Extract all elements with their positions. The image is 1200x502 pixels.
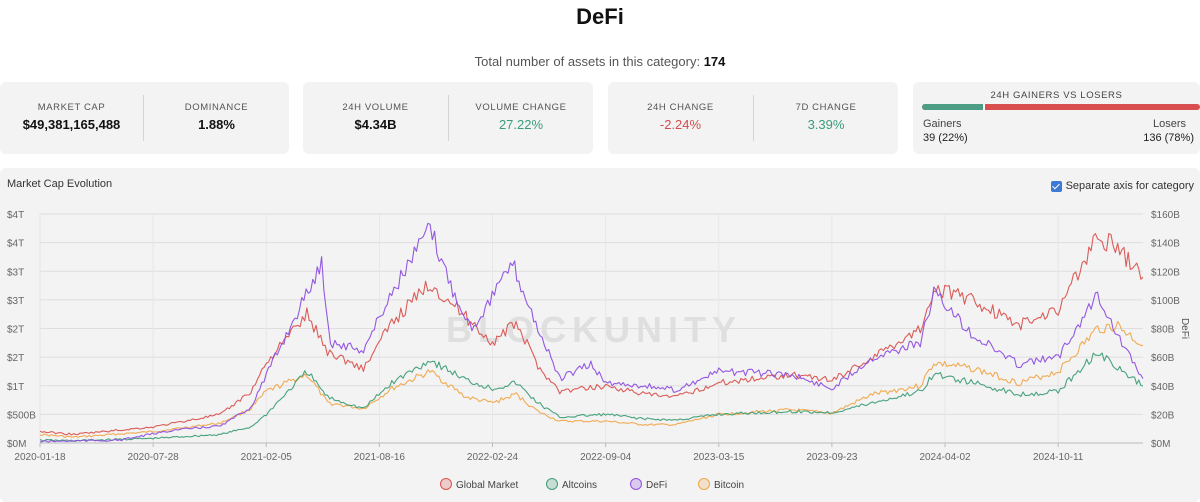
separate-axis-checkbox[interactable]: [1050, 180, 1062, 192]
separate-axis-toggle[interactable]: Separate axis for category: [1050, 180, 1194, 192]
divider: [448, 95, 449, 141]
volume-card: 24H VOLUME $4.34B VOLUME CHANGE 27.22%: [303, 82, 593, 154]
losers-label: Losers: [1152, 118, 1186, 130]
chart-panel: Market Cap Evolution Separate axis for c…: [0, 168, 1200, 502]
bar-gap: [983, 104, 985, 110]
change-24h-value: -2.24%: [659, 117, 702, 132]
separate-axis-label: Separate axis for category: [1065, 180, 1194, 192]
volume-stat: 24H VOLUME $4.34B: [303, 82, 448, 154]
page-title: DeFi: [576, 4, 624, 29]
assets-count-text: Total number of assets in this category:…: [0, 54, 1200, 69]
dominance-value: 1.88%: [198, 117, 235, 132]
change-7d-value: 3.39%: [807, 117, 845, 132]
divider: [753, 95, 754, 141]
gainers-losers-title: 24H GAINERS VS LOSERS: [990, 90, 1123, 101]
assets-label: Total number of assets in this category:: [474, 54, 701, 69]
volume-value: $4.34B: [354, 117, 397, 132]
gainers-losers-bar: [922, 104, 1200, 110]
gainers-label: Gainers: [923, 118, 962, 130]
divider: [143, 95, 144, 141]
change-24h-stat: 24H CHANGE -2.24%: [608, 82, 753, 154]
market-cap-label: MARKET CAP: [37, 102, 106, 113]
losers-value: 136 (78%): [1143, 132, 1194, 144]
volume-change-stat: VOLUME CHANGE 27.22%: [449, 82, 593, 154]
dominance-label: DOMINANCE: [184, 102, 249, 113]
volume-change-value: 27.22%: [498, 117, 544, 132]
chart-title: Market Cap Evolution: [7, 178, 113, 190]
change-7d-stat: 7D CHANGE 3.39%: [754, 82, 898, 154]
market-cap-stat: MARKET CAP $49,381,165,488: [0, 82, 143, 154]
market-cap-card: MARKET CAP $49,381,165,488 DOMINANCE 1.8…: [0, 82, 289, 154]
change-24h-label: 24H CHANGE: [647, 102, 714, 113]
assets-count: 174: [703, 54, 726, 69]
gainers-value: 39 (22%): [923, 132, 968, 144]
change-7d-label: 7D CHANGE: [795, 102, 857, 113]
market-cap-value: $49,381,165,488: [22, 117, 121, 132]
gainers-bar-fill: [922, 104, 983, 110]
volume-label: 24H VOLUME: [342, 102, 409, 113]
change-card: 24H CHANGE -2.24% 7D CHANGE 3.39%: [608, 82, 898, 154]
volume-change-label: VOLUME CHANGE: [475, 102, 567, 113]
gainers-losers-card: 24H GAINERS VS LOSERS Gainers 39 (22%) L…: [913, 82, 1200, 154]
dominance-stat: DOMINANCE 1.88%: [144, 82, 289, 154]
